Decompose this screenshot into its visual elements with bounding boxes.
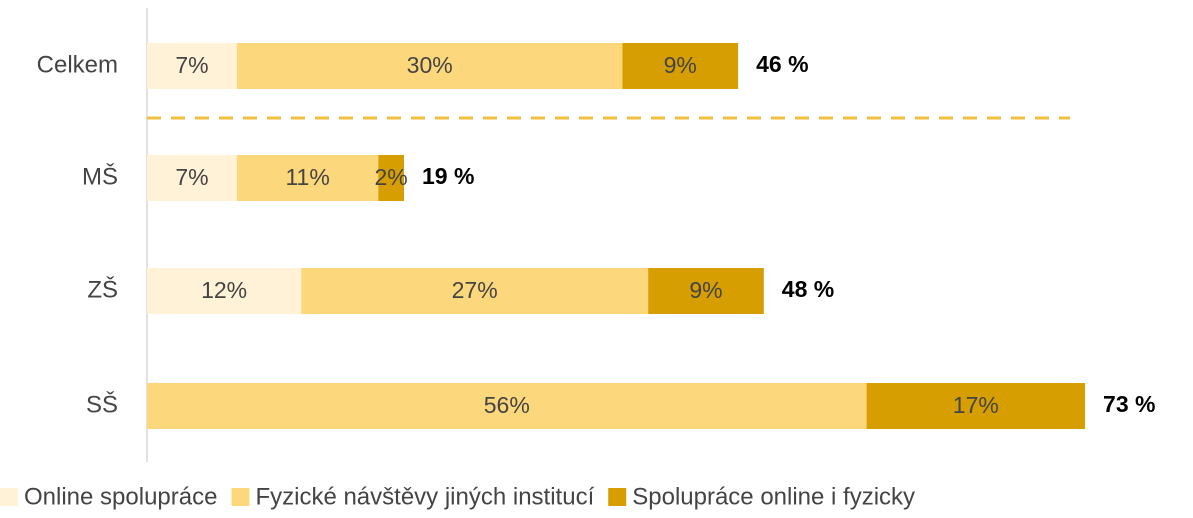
value-label: 12%: [201, 277, 247, 303]
category-label: SŠ: [86, 390, 118, 418]
category-label: ZŠ: [87, 275, 118, 303]
bar-segment: [147, 155, 237, 201]
bar-segment: [866, 383, 1086, 429]
bar-segment: [648, 268, 764, 314]
bar-segment: [301, 268, 649, 314]
category-label: MŠ: [82, 162, 118, 190]
legend-swatch: [231, 488, 250, 506]
bar-segment: [236, 155, 379, 201]
legend-label: Fyzické návštěvy jiných institucí: [255, 483, 594, 510]
legend-label: Online spolupráce: [24, 483, 217, 510]
value-label: 17%: [953, 392, 999, 418]
value-label: 7%: [175, 164, 208, 190]
value-label: 2%: [375, 164, 408, 190]
total-label: 46 %: [756, 51, 808, 77]
bar-segment: [236, 43, 623, 89]
total-label: 19 %: [422, 163, 474, 189]
value-label: 27%: [452, 277, 498, 303]
bar-segment: [147, 268, 302, 314]
bar-segment: [147, 43, 237, 89]
value-label: 30%: [407, 52, 453, 78]
value-label: 9%: [664, 52, 697, 78]
value-label: 11%: [285, 164, 329, 190]
legend-swatch: [0, 488, 18, 506]
value-label: 56%: [484, 392, 530, 418]
legend-label: Spolupráce online i fyzicky: [632, 483, 915, 510]
value-label: 7%: [175, 52, 208, 78]
total-label: 48 %: [782, 276, 834, 302]
category-label: Celkem: [37, 51, 118, 78]
bar-segment: [147, 383, 867, 429]
bar-segment: [378, 155, 404, 201]
legend-swatch: [608, 488, 627, 506]
total-label: 73 %: [1103, 391, 1155, 417]
value-label: 9%: [689, 277, 722, 303]
bar-segment: [622, 43, 739, 89]
